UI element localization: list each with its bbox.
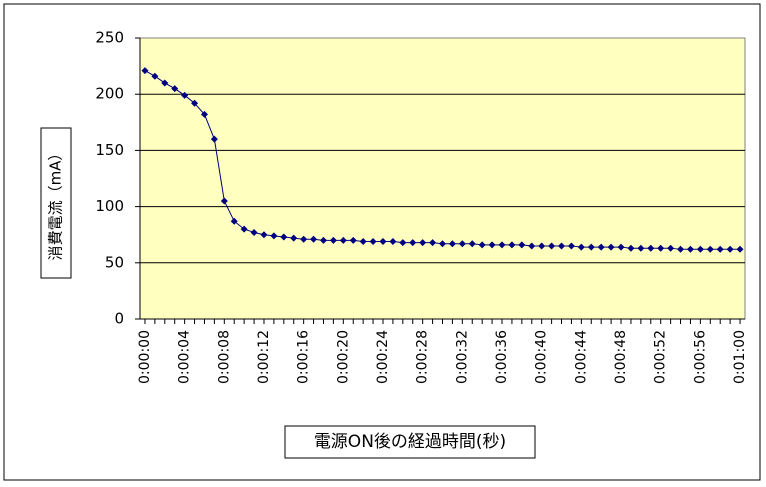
data-point [379, 237, 387, 245]
data-point [498, 241, 506, 249]
x-tick-label: 0:00:36 [494, 330, 510, 384]
data-point [359, 237, 367, 245]
data-point [587, 243, 595, 251]
x-tick-label: 0:00:56 [692, 330, 708, 384]
data-point [151, 72, 159, 80]
data-point [478, 241, 486, 249]
data-point [339, 236, 347, 244]
data-point [617, 243, 625, 251]
data-point [528, 242, 536, 250]
data-point [736, 245, 744, 253]
data-point [191, 99, 199, 107]
data-point [161, 79, 169, 87]
x-tick-label: 0:00:08 [216, 330, 232, 384]
data-point [448, 240, 456, 248]
y-label-frame [40, 127, 72, 279]
plot-area [139, 37, 746, 320]
data-point [548, 242, 556, 250]
data-point [667, 244, 675, 252]
data-point [399, 239, 407, 247]
x-tick-label: 0:00:32 [454, 330, 470, 384]
data-point [290, 234, 298, 242]
data-point [567, 242, 575, 250]
data-point [240, 225, 248, 233]
data-point [210, 135, 218, 143]
data-point [369, 237, 377, 245]
data-point [607, 243, 615, 251]
data-point [597, 243, 605, 251]
x-tick-label: 0:00:28 [415, 330, 431, 384]
x-tick-label: 0:00:24 [375, 330, 391, 384]
data-point [280, 233, 288, 241]
data-point [657, 244, 665, 252]
data-point [458, 240, 466, 248]
data-point [518, 241, 526, 249]
y-tick-label: 100 [95, 197, 124, 215]
data-point [468, 240, 476, 248]
x-tick-label: 0:00:12 [256, 330, 272, 384]
data-point [677, 245, 685, 253]
x-label-box: 電源ON後の経過時間(秒) [284, 425, 536, 459]
data-point [389, 237, 397, 245]
x-tick-label: 0:01:00 [732, 330, 748, 384]
data-point [349, 236, 357, 244]
data-point [558, 242, 566, 250]
data-point [300, 235, 308, 243]
y-tick-label: 250 [95, 29, 124, 47]
y-label-box: 消費電流（mA） [40, 127, 72, 279]
x-tick-label: 0:00:04 [177, 330, 193, 384]
data-point [439, 240, 446, 248]
data-point [171, 85, 179, 93]
data-point [220, 197, 228, 205]
data-point [577, 243, 585, 251]
x-tick-label: 0:00:16 [296, 330, 312, 384]
data-point [230, 217, 238, 225]
data-point [250, 228, 258, 236]
data-point [181, 91, 189, 99]
data-point [696, 245, 704, 253]
data-point [647, 244, 655, 252]
data-point [429, 239, 437, 247]
x-tick-label: 0:00:48 [613, 330, 629, 384]
x-label-frame [284, 425, 536, 459]
y-tick-label: 200 [95, 85, 124, 103]
data-point [141, 67, 149, 75]
data-point [706, 245, 714, 253]
data-point [319, 236, 327, 244]
data-point [686, 245, 694, 253]
x-tick-label: 0:00:40 [534, 330, 550, 384]
y-tick-label: 0 [114, 310, 124, 328]
data-point [637, 244, 645, 252]
data-point [260, 231, 268, 239]
data-point [270, 232, 278, 240]
x-axis-label: 電源ON後の経過時間(秒) [314, 432, 506, 452]
data-point [329, 236, 337, 244]
data-point [627, 244, 635, 252]
data-point [409, 239, 417, 247]
x-tick-label: 0:00:00 [137, 330, 153, 384]
data-point [419, 239, 427, 247]
data-point [508, 241, 516, 249]
data-point [726, 245, 734, 253]
data-point [310, 235, 318, 243]
data-point [488, 241, 496, 249]
y-axis-label: 消費電流（mA） [47, 146, 65, 261]
x-tick-label: 0:00:20 [335, 330, 351, 384]
data-point [538, 242, 546, 250]
x-tick-label: 0:00:52 [653, 330, 669, 384]
data-point [200, 110, 208, 118]
x-tick-label: 0:00:44 [573, 330, 589, 384]
y-tick-label: 150 [95, 141, 124, 159]
y-tick-label: 50 [105, 253, 124, 271]
data-point [716, 245, 724, 253]
